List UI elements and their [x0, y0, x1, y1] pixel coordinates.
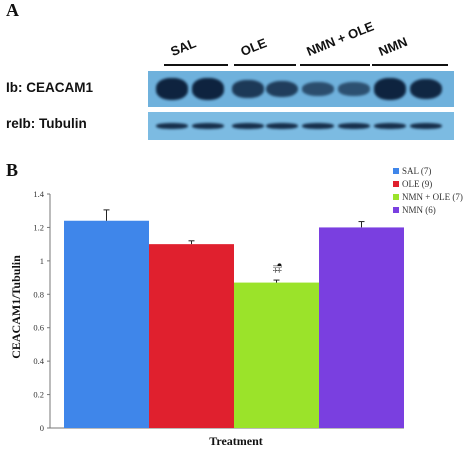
blot-strip-ceacam1: [148, 71, 454, 107]
y-tick-label: 0.6: [33, 323, 44, 333]
group-label-2: NMN + OLE: [304, 18, 376, 59]
legend-label-3: NMN (6): [402, 205, 436, 215]
group-label-0: SAL: [168, 35, 199, 59]
legend-swatch-3: [393, 207, 399, 213]
panel-b-label: B: [6, 160, 19, 180]
blot-band: [156, 123, 188, 129]
y-tick-label: 0.4: [33, 356, 44, 366]
blot-band: [338, 123, 370, 129]
bar-2: [234, 282, 319, 428]
blot-band: [232, 123, 264, 129]
group-label-1: OLE: [238, 35, 269, 59]
bar-chart: 0 0.2 0.4 0.6 0.8 1 1.2 1.4 ¶‡ SAL (7) OLE (9) NM…: [9, 166, 463, 448]
y-axis-title: CEACAM1/Tubulin: [9, 255, 23, 359]
legend-label-1: OLE (9): [402, 179, 432, 189]
y-tick-label: 1.4: [33, 189, 44, 199]
y-tick-label: 1.2: [33, 222, 44, 232]
panel-a-label: A: [6, 0, 19, 20]
blot-band: [410, 78, 442, 100]
group-underline-0: [164, 64, 228, 66]
y-tick-label: 0: [40, 423, 44, 433]
y-tick-label: 1: [40, 256, 44, 266]
blot-band: [374, 123, 406, 129]
bars: ¶‡: [64, 209, 404, 428]
blot-band: [192, 123, 224, 129]
significance-marker-2: ¶‡: [272, 263, 283, 273]
blot-band: [192, 78, 224, 100]
blot-band: [338, 82, 370, 96]
blot-strip-tubulin: [148, 112, 454, 140]
y-tick-label: 0.8: [33, 289, 44, 299]
blot-band: [266, 123, 298, 129]
blot-band: [266, 80, 298, 98]
group-label-3: NMN: [376, 34, 410, 59]
blot-band: [156, 78, 188, 100]
legend-swatch-2: [393, 194, 399, 200]
blot-band: [232, 80, 264, 98]
blot-band: [410, 123, 442, 129]
bar-3: [319, 227, 404, 428]
blot-band: [302, 123, 334, 129]
x-axis-title: Treatment: [209, 434, 263, 448]
group-underline-3: [372, 64, 448, 66]
blot-label-tubulin: reIb: Tubulin: [6, 116, 87, 131]
bar-1: [149, 244, 234, 428]
y-tick-label: 0.2: [33, 390, 44, 400]
blot-band: [302, 82, 334, 96]
group-underline-2: [300, 64, 370, 66]
blot-band: [374, 78, 406, 100]
legend-label-0: SAL (7): [402, 166, 431, 176]
blot-label-ceacam1: Ib: CEACAM1: [6, 80, 93, 95]
legend-label-2: NMN + OLE (7): [402, 192, 463, 202]
legend-swatch-0: [393, 168, 399, 174]
group-underline-1: [234, 64, 296, 66]
legend: SAL (7) OLE (9) NMN + OLE (7) NMN (6): [393, 166, 463, 215]
legend-swatch-1: [393, 181, 399, 187]
bar-0: [64, 220, 149, 428]
